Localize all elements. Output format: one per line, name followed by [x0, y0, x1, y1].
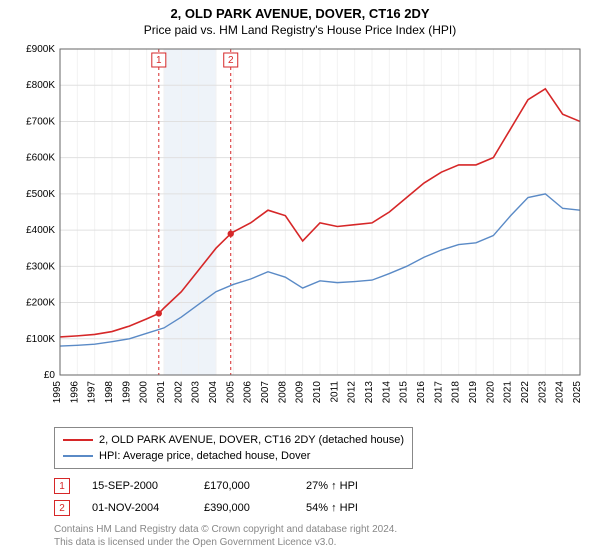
- svg-text:2006: 2006: [243, 381, 254, 404]
- legend-row: 2, OLD PARK AVENUE, DOVER, CT16 2DY (det…: [63, 432, 404, 448]
- legend-label: 2, OLD PARK AVENUE, DOVER, CT16 2DY (det…: [99, 434, 404, 446]
- svg-text:2022: 2022: [520, 381, 531, 404]
- svg-text:2018: 2018: [451, 381, 462, 404]
- footer: Contains HM Land Registry data © Crown c…: [54, 523, 586, 549]
- svg-text:£500K: £500K: [26, 189, 55, 200]
- svg-text:2003: 2003: [191, 381, 202, 404]
- svg-text:£300K: £300K: [26, 261, 55, 272]
- event-number-box: 1: [54, 478, 70, 494]
- svg-text:2004: 2004: [208, 381, 219, 404]
- svg-text:£0: £0: [44, 370, 56, 381]
- svg-text:2020: 2020: [485, 381, 496, 404]
- svg-text:£200K: £200K: [26, 298, 55, 309]
- svg-text:1997: 1997: [87, 381, 98, 404]
- event-date: 15-SEP-2000: [92, 480, 182, 492]
- svg-text:2009: 2009: [295, 381, 306, 404]
- svg-text:£900K: £900K: [26, 44, 55, 55]
- svg-text:£400K: £400K: [26, 225, 55, 236]
- svg-text:2011: 2011: [329, 381, 340, 403]
- chart-subtitle: Price paid vs. HM Land Registry's House …: [14, 23, 586, 37]
- svg-text:2002: 2002: [173, 381, 184, 404]
- svg-text:2012: 2012: [347, 381, 358, 404]
- svg-text:2008: 2008: [277, 381, 288, 404]
- svg-text:2024: 2024: [555, 381, 566, 404]
- legend-label: HPI: Average price, detached house, Dove…: [99, 450, 310, 462]
- svg-text:2: 2: [228, 55, 234, 66]
- event-number-box: 2: [54, 500, 70, 516]
- footer-line-2: This data is licensed under the Open Gov…: [54, 536, 586, 549]
- svg-text:2019: 2019: [468, 381, 479, 404]
- chart-plot: 1 2 £0 £100K £200K £300K £400K £500K £600K £700K £…: [14, 43, 586, 423]
- svg-text:1999: 1999: [121, 381, 132, 404]
- svg-text:£700K: £700K: [26, 116, 55, 127]
- svg-text:£800K: £800K: [26, 80, 55, 91]
- svg-text:£100K: £100K: [26, 334, 55, 345]
- legend-swatch: [63, 455, 93, 457]
- svg-text:2013: 2013: [364, 381, 375, 404]
- chart-title: 2, OLD PARK AVENUE, DOVER, CT16 2DY: [14, 6, 586, 21]
- event-row: 1 15-SEP-2000 £170,000 27% ↑ HPI: [54, 475, 586, 497]
- svg-text:2025: 2025: [572, 381, 583, 404]
- legend-row: HPI: Average price, detached house, Dove…: [63, 448, 404, 464]
- event-price: £170,000: [204, 480, 284, 492]
- event-price: £390,000: [204, 502, 284, 514]
- svg-text:2001: 2001: [156, 381, 167, 404]
- event-pct: 54% ↑ HPI: [306, 502, 396, 514]
- svg-text:2016: 2016: [416, 381, 427, 404]
- svg-text:2000: 2000: [139, 381, 150, 404]
- svg-text:2005: 2005: [225, 381, 236, 404]
- event-date: 01-NOV-2004: [92, 502, 182, 514]
- svg-text:£600K: £600K: [26, 153, 55, 164]
- svg-text:2017: 2017: [433, 381, 444, 404]
- svg-text:1: 1: [156, 55, 162, 66]
- event-table: 1 15-SEP-2000 £170,000 27% ↑ HPI 2 01-NOV-200…: [54, 475, 586, 519]
- event-row: 2 01-NOV-2004 £390,000 54% ↑ HPI: [54, 497, 586, 519]
- footer-line-1: Contains HM Land Registry data © Crown c…: [54, 523, 586, 536]
- svg-text:2014: 2014: [381, 381, 392, 404]
- svg-text:2010: 2010: [312, 381, 323, 404]
- svg-text:1995: 1995: [52, 381, 63, 404]
- event-pct: 27% ↑ HPI: [306, 480, 396, 492]
- svg-text:2021: 2021: [503, 381, 514, 404]
- legend: 2, OLD PARK AVENUE, DOVER, CT16 2DY (det…: [54, 427, 413, 469]
- svg-text:2007: 2007: [260, 381, 271, 404]
- legend-swatch: [63, 439, 93, 441]
- svg-text:2023: 2023: [537, 381, 548, 404]
- svg-text:1996: 1996: [69, 381, 80, 404]
- svg-text:1998: 1998: [104, 381, 115, 404]
- chart-container: 2, OLD PARK AVENUE, DOVER, CT16 2DY Pric…: [0, 0, 600, 560]
- svg-text:2015: 2015: [399, 381, 410, 404]
